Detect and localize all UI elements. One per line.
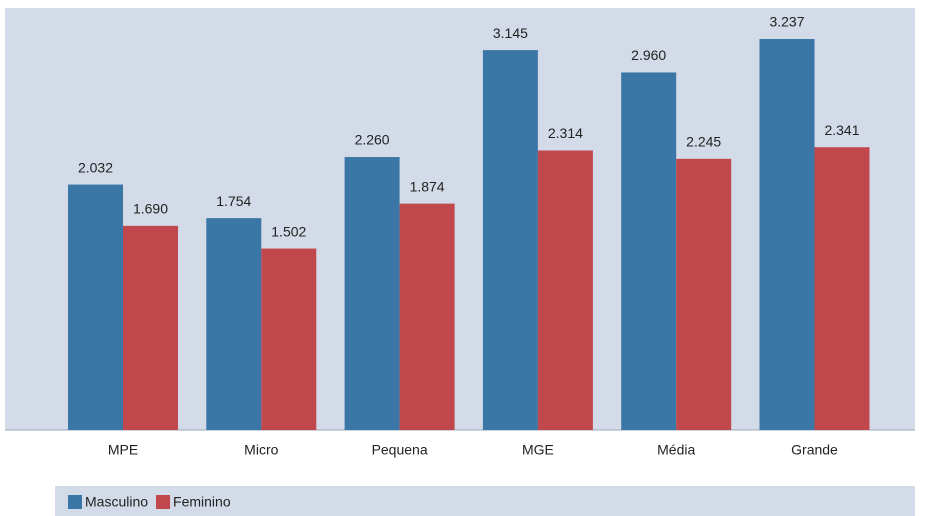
data-label: 1.690 (133, 201, 168, 217)
x-tick-label: Grande (791, 442, 838, 458)
legend-swatch (68, 495, 82, 509)
data-label: 3.237 (769, 14, 804, 30)
bar (676, 158, 732, 430)
bar (814, 147, 870, 430)
x-tick-label: MGE (522, 442, 554, 458)
bar (344, 157, 400, 430)
x-tick-label: MPE (108, 442, 138, 458)
legend-label: Feminino (173, 494, 231, 510)
bar (399, 203, 455, 430)
bar (621, 72, 677, 430)
bar (482, 50, 538, 430)
data-label: 1.874 (410, 178, 445, 194)
bar (68, 184, 123, 430)
x-tick-label: Média (657, 442, 695, 458)
data-label: 2.032 (78, 159, 113, 175)
data-label: 2.245 (686, 134, 721, 150)
data-label: 1.502 (271, 223, 306, 239)
bar (206, 218, 262, 430)
legend-swatch (156, 495, 171, 509)
bar (537, 150, 593, 430)
data-label: 2.260 (355, 132, 390, 148)
data-label: 1.754 (216, 193, 251, 209)
data-label: 2.960 (631, 47, 666, 63)
data-label: 3.145 (493, 25, 528, 41)
legend-background (55, 486, 915, 516)
bar (123, 225, 178, 430)
bar (759, 39, 815, 430)
x-tick-label: Micro (244, 442, 278, 458)
x-tick-label: Pequena (372, 442, 428, 458)
legend-label: Masculino (85, 494, 148, 510)
data-label: 2.341 (824, 122, 859, 138)
bar (261, 248, 317, 430)
data-label: 2.314 (548, 125, 583, 141)
